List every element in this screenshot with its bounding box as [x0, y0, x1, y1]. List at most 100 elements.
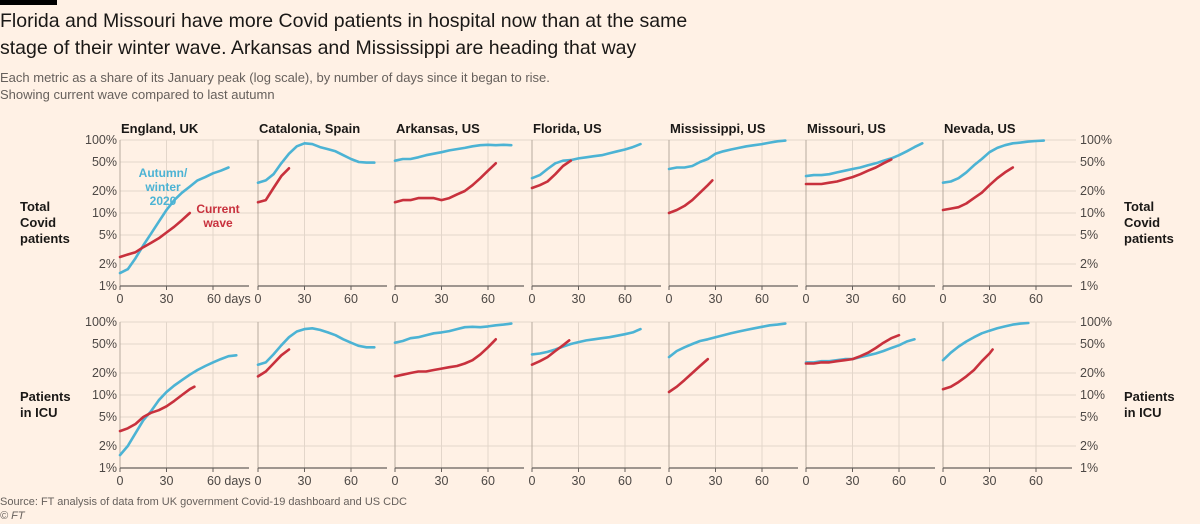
- chart-title: Florida and Missouri have more Covid pat…: [0, 8, 1100, 62]
- panel-title: Nevada, US: [944, 121, 1016, 136]
- series-line-current: [530, 339, 571, 366]
- x-tick-label: 0: [255, 474, 262, 488]
- x-tick-label: 60: [618, 474, 632, 488]
- annotation-current-wave: wave: [202, 216, 233, 230]
- y-tick-label-left: 100%: [85, 133, 117, 147]
- y-tick-label-right: 1%: [1080, 279, 1098, 293]
- row-label-right: in ICU: [1124, 405, 1162, 420]
- y-tick-label-left: 20%: [92, 184, 117, 198]
- y-tick-label-right: 100%: [1080, 133, 1112, 147]
- y-tick-label-right: 2%: [1080, 257, 1098, 271]
- x-tick-label: 0: [666, 474, 673, 488]
- panel-title: Arkansas, US: [396, 121, 480, 136]
- y-tick-label-left: 2%: [99, 257, 117, 271]
- series-line-current: [393, 162, 498, 204]
- annotation-autumn-winter: winter: [144, 180, 181, 194]
- y-tick-label-left: 50%: [92, 155, 117, 169]
- subtitle-line-2: Showing current wave compared to last au…: [0, 87, 275, 102]
- x-tick-label: 60: [481, 474, 495, 488]
- x-tick-label: 60: [1029, 292, 1043, 306]
- y-tick-label-left: 10%: [92, 206, 117, 220]
- row-label-right: Total: [1124, 199, 1154, 214]
- y-tick-label-left: 20%: [92, 366, 117, 380]
- annotation-autumn-winter: Autumn/: [139, 166, 188, 180]
- x-tick-label: 0: [117, 474, 124, 488]
- x-tick-label: 60: [1029, 474, 1043, 488]
- series-line-current: [118, 385, 196, 433]
- panel-title: Florida, US: [533, 121, 602, 136]
- x-tick-label: 0: [940, 474, 947, 488]
- series-line-current: [941, 348, 994, 391]
- series-line-autumn: [667, 139, 787, 171]
- row-label-right: Covid: [1124, 215, 1160, 230]
- x-tick-label: 60: [481, 292, 495, 306]
- y-tick-label-right: 100%: [1080, 315, 1112, 329]
- series-line-current: [804, 333, 901, 365]
- x-tick-label: 0: [940, 292, 947, 306]
- series-line-autumn: [256, 327, 376, 366]
- y-tick-label-right: 5%: [1080, 228, 1098, 242]
- source-note: Source: FT analysis of data from UK gove…: [0, 496, 407, 508]
- series-line-autumn: [118, 166, 230, 275]
- x-tick-label: 0: [529, 292, 536, 306]
- x-tick-label: 60: [755, 474, 769, 488]
- panel-title: England, UK: [121, 121, 199, 136]
- subtitle-line-1: Each metric as a share of its January pe…: [0, 70, 550, 85]
- row-label-left: Covid: [20, 215, 56, 230]
- y-tick-label-right: 5%: [1080, 410, 1098, 424]
- row-label-left: Patients: [20, 389, 71, 404]
- annotation-autumn-winter: 2020: [150, 194, 177, 208]
- x-tick-label: 0: [117, 292, 124, 306]
- ft-credit: © FT: [0, 510, 25, 522]
- y-tick-label-right: 10%: [1080, 206, 1105, 220]
- series-line-autumn: [256, 142, 376, 184]
- y-tick-label-left: 10%: [92, 388, 117, 402]
- brand-bar: [0, 0, 57, 5]
- x-tick-label: 0: [255, 292, 262, 306]
- x-tick-label: 0: [666, 292, 673, 306]
- y-tick-label-left: 50%: [92, 337, 117, 351]
- x-tick-label: 0: [392, 292, 399, 306]
- x-tick-label: 30: [846, 292, 860, 306]
- y-tick-label-left: 1%: [99, 279, 117, 293]
- y-tick-label-left: 100%: [85, 315, 117, 329]
- row-label-left: patients: [20, 231, 70, 246]
- x-tick-label: 60 days: [207, 474, 251, 488]
- y-tick-label-right: 20%: [1080, 366, 1105, 380]
- series-line-current: [667, 179, 714, 215]
- x-tick-label: 60: [344, 292, 358, 306]
- y-tick-label-right: 2%: [1080, 439, 1098, 453]
- x-tick-label: 30: [298, 474, 312, 488]
- x-tick-label: 30: [160, 474, 174, 488]
- panel-title: Catalonia, Spain: [259, 121, 360, 136]
- x-tick-label: 30: [846, 474, 860, 488]
- chart-subtitle: Each metric as a share of its January pe…: [0, 69, 1100, 103]
- series-line-autumn: [804, 338, 916, 364]
- series-line-autumn: [530, 142, 642, 180]
- y-tick-label-right: 20%: [1080, 184, 1105, 198]
- title-line-2: stage of their winter wave. Arkansas and…: [0, 37, 637, 59]
- series-line-current: [256, 167, 291, 204]
- y-tick-label-left: 5%: [99, 410, 117, 424]
- series-line-autumn: [393, 322, 513, 344]
- series-line-current: [530, 159, 573, 190]
- x-tick-label: 30: [709, 292, 723, 306]
- row-label-right: patients: [1124, 231, 1174, 246]
- series-line-current: [941, 166, 1015, 212]
- x-tick-label: 60: [618, 292, 632, 306]
- x-tick-label: 60 days: [207, 292, 251, 306]
- x-tick-label: 30: [572, 292, 586, 306]
- x-tick-label: 60: [892, 474, 906, 488]
- x-tick-label: 30: [709, 474, 723, 488]
- y-tick-label-left: 5%: [99, 228, 117, 242]
- series-line-current: [118, 211, 192, 259]
- series-line-current: [667, 357, 710, 394]
- panel-title: Mississippi, US: [670, 121, 766, 136]
- series-line-autumn: [941, 321, 1030, 362]
- x-tick-label: 0: [529, 474, 536, 488]
- y-tick-label-left: 1%: [99, 461, 117, 475]
- y-tick-label-right: 50%: [1080, 337, 1105, 351]
- x-tick-label: 30: [435, 292, 449, 306]
- x-tick-label: 60: [892, 292, 906, 306]
